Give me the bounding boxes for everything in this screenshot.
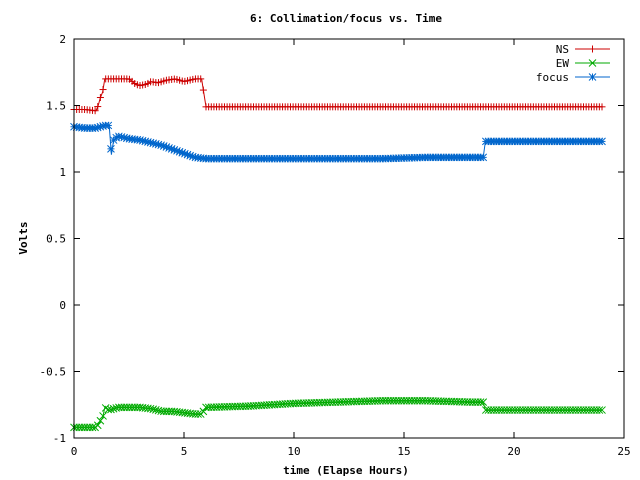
point-ns (94, 103, 102, 111)
legend-marker-ew (588, 59, 597, 67)
point-ns (199, 86, 207, 94)
point-ns (96, 94, 104, 102)
point-focus (104, 121, 113, 130)
y-tick-label: -1 (53, 432, 66, 445)
point-ew (96, 416, 105, 425)
plot-frame (73, 38, 625, 439)
point-ns (598, 103, 606, 111)
y-tick-label: -0.5 (40, 366, 67, 379)
point-ew (99, 412, 107, 420)
legend-label-ns: NS (556, 43, 569, 56)
point-ns (91, 107, 99, 115)
point-ew (479, 398, 488, 406)
x-tick-label: 5 (181, 445, 188, 458)
series-ew (70, 396, 606, 432)
point-ew (88, 423, 97, 432)
point-ew (199, 407, 208, 416)
point-ew (595, 406, 604, 414)
y-tick-label: 0.5 (46, 233, 66, 246)
x-tick-label: 0 (71, 445, 78, 458)
legend-label-ew: EW (556, 57, 570, 70)
legend-marker-focus (588, 73, 597, 81)
y-tick-label: 2 (59, 33, 66, 46)
chart-title: 6: Collimation/focus vs. Time (250, 12, 442, 25)
point-ew (598, 406, 606, 414)
y-axis-label: Volts (17, 221, 30, 254)
point-focus (598, 137, 606, 146)
point-ew (194, 410, 202, 418)
x-tick-label: 10 (287, 445, 300, 458)
series-focus (70, 121, 606, 163)
point-ew (107, 405, 115, 414)
x-tick-label: 20 (507, 445, 520, 458)
point-ns (197, 75, 205, 83)
legend-marker-ns (589, 45, 596, 53)
x-axis-label: time (Elapse Hours) (283, 464, 409, 477)
legend-label-focus: focus (536, 71, 569, 84)
series-ns (70, 75, 606, 115)
point-ns (99, 86, 107, 94)
point-ew (476, 398, 485, 406)
x-tick-label: 25 (617, 445, 630, 458)
point-ew (109, 404, 118, 413)
point-ew (93, 421, 102, 430)
y-tick-label: 1.5 (46, 100, 66, 113)
point-focus (107, 145, 115, 153)
plot-area (70, 75, 606, 432)
x-tick-label: 15 (397, 445, 410, 458)
point-focus (479, 153, 488, 162)
y-tick-label: 1 (59, 166, 66, 179)
y-tick-label: 0 (59, 299, 66, 312)
